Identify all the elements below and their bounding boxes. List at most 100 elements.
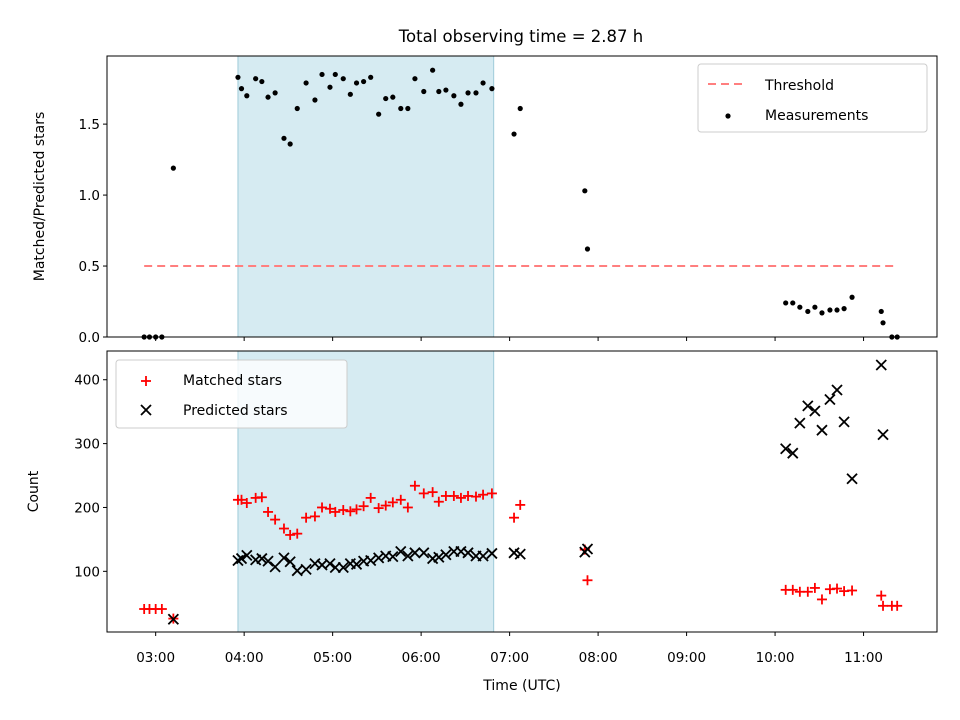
- measurement-point: [347, 91, 353, 97]
- legend-label-threshold: Threshold: [764, 78, 834, 94]
- measurement-point: [880, 320, 886, 326]
- y-tick-label: 1.5: [79, 117, 100, 133]
- y-tick-label: 1.0: [79, 188, 100, 204]
- matched-stars-point: [292, 528, 303, 539]
- measurement-point: [841, 306, 847, 312]
- matched-stars-point: [263, 506, 274, 517]
- predicted-stars-point: [395, 545, 407, 558]
- measurement-point: [398, 105, 404, 112]
- measurement-point: [303, 80, 309, 86]
- measurement-point: [383, 95, 389, 102]
- predicted-stars-point: [337, 561, 349, 574]
- predicted-stars-point: [167, 613, 180, 625]
- measurement-point: [376, 111, 382, 117]
- measurement-point: [368, 74, 374, 80]
- predicted-stars-point: [278, 552, 290, 564]
- measurement-point: [489, 86, 495, 92]
- matched-stars-point: [373, 503, 384, 514]
- matched-stars-point: [582, 575, 593, 586]
- measurement-point: [421, 88, 427, 95]
- matched-stars-point: [832, 583, 843, 594]
- predicted-stars-point: [816, 424, 828, 436]
- legend-matched-marker: [141, 376, 151, 386]
- measurement-point: [259, 78, 265, 85]
- y-tick-label: 100: [74, 564, 100, 580]
- measurement-point: [827, 307, 833, 313]
- measurement-point: [443, 87, 449, 93]
- measurement-point: [517, 105, 523, 112]
- matched-stars-point: [847, 585, 858, 596]
- matched-stars-point: [236, 494, 247, 505]
- matched-stars-point: [433, 496, 444, 507]
- matched-stars-point: [448, 490, 459, 501]
- predicted-stars-point: [402, 550, 414, 562]
- matched-stars-point: [358, 501, 369, 512]
- measurement-point: [340, 76, 346, 82]
- matched-stars-point: [317, 502, 328, 513]
- predicted-stars-point: [262, 555, 274, 567]
- matched-stars-point: [380, 500, 391, 511]
- matched-stars-point: [278, 523, 289, 534]
- matched-stars-point: [241, 497, 252, 508]
- matched-stars-point: [270, 514, 281, 525]
- predicted-stars-point: [824, 393, 836, 406]
- measurement-point: [436, 88, 442, 95]
- measurement-point: [265, 94, 271, 100]
- matched-stars-point: [256, 492, 267, 503]
- legend-label-measurements: Measurements: [765, 108, 868, 124]
- measurement-point: [353, 80, 360, 86]
- matched-stars-point: [365, 492, 376, 503]
- predicted-stars-point: [291, 565, 303, 577]
- matched-stars-point: [309, 511, 320, 522]
- y-tick-label: 400: [74, 373, 100, 389]
- measurement-point: [819, 310, 825, 316]
- matched-stars-point: [351, 504, 362, 515]
- matched-stars-point: [427, 487, 438, 498]
- predicted-stars-point: [440, 549, 452, 561]
- matched-stars-point: [470, 491, 481, 502]
- predicted-stars-point: [433, 551, 445, 563]
- measurement-point: [238, 86, 245, 92]
- measurement-point: [327, 84, 333, 90]
- measurement-point: [287, 141, 293, 147]
- matched-stars-point: [892, 600, 903, 611]
- predicted-stars-point: [373, 552, 385, 564]
- predicted-stars-point: [300, 563, 312, 576]
- ratio-panel-y-axis-label: Matched/Predicted stars: [32, 112, 48, 282]
- matched-stars-point: [387, 497, 398, 508]
- predicted-stars-point: [514, 548, 526, 560]
- predicted-stars-point: [235, 552, 248, 565]
- measurement-point: [582, 188, 588, 194]
- measurement-point: [170, 165, 176, 171]
- measurement-point: [849, 294, 855, 300]
- measurement-point: [235, 74, 241, 80]
- matched-stars-point: [395, 494, 406, 505]
- ratio-panel-legend-box: [697, 63, 928, 133]
- measurement-point: [805, 308, 811, 315]
- chart-title: Total observing time = 2.87 h: [398, 27, 643, 46]
- matched-stars-point: [802, 586, 813, 597]
- measurement-point: [783, 300, 789, 306]
- measurement-point: [480, 80, 486, 86]
- matched-stars-point: [324, 503, 335, 514]
- x-tick-label: 08:00: [579, 650, 618, 666]
- matched-stars-point: [345, 506, 356, 517]
- count-panel-legend: Matched stars Predicted stars: [115, 359, 348, 429]
- measurement-point: [319, 71, 325, 78]
- predicted-stars-point: [877, 429, 889, 441]
- predicted-stars-point: [365, 554, 377, 567]
- legend-x-glyph: [140, 404, 152, 416]
- predicted-stars-point: [787, 447, 799, 459]
- x-tick-label: 04:00: [225, 650, 264, 666]
- x-tick-label: 03:00: [136, 650, 175, 666]
- x-tick-label: 09:00: [667, 650, 706, 666]
- y-tick-label: 300: [74, 437, 100, 453]
- x-tick-label: 10:00: [756, 650, 795, 666]
- predicted-stars-point: [350, 558, 363, 570]
- matched-stars-point: [809, 582, 820, 593]
- measurement-point: [281, 135, 287, 141]
- measurement-point: [390, 94, 396, 100]
- predicted-stars-point: [324, 558, 336, 570]
- predicted-stars-point: [794, 417, 806, 429]
- measurement-point: [812, 304, 818, 310]
